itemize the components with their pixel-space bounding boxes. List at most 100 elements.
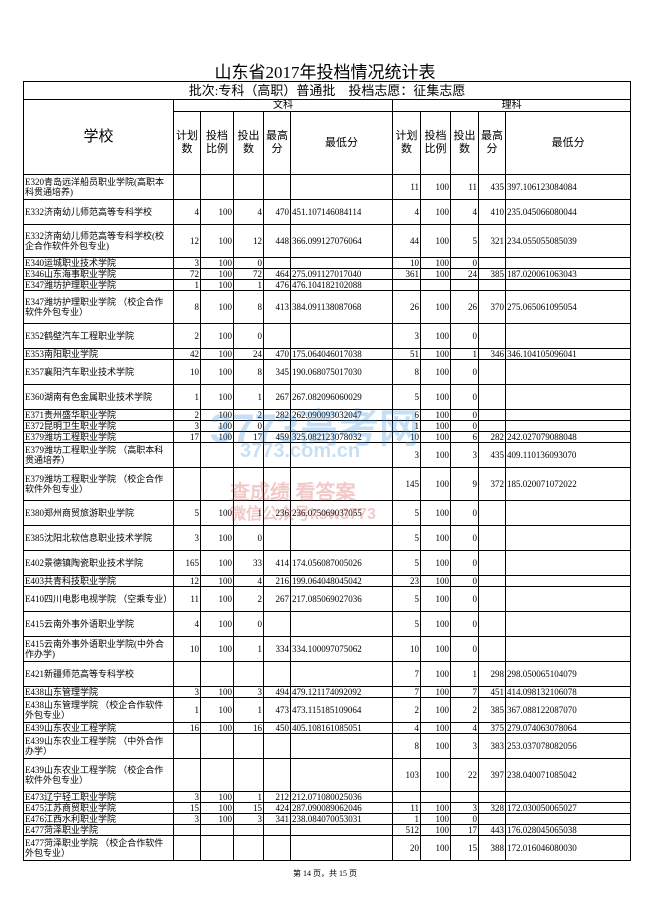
value-cell: 0	[450, 586, 479, 612]
empty-cell	[233, 835, 264, 861]
value-cell: 470	[263, 199, 291, 225]
value-cell: 10	[173, 636, 201, 662]
school-cell: E438山东管理学院	[23, 686, 174, 698]
value-cell: 3	[450, 802, 479, 814]
value-cell: 100	[200, 348, 234, 360]
value-cell: 100	[200, 636, 234, 662]
table-row: E403共青科技职业学院 12 100 4 216 199.064048045042 23 1…	[23, 575, 632, 587]
group-header: 理科	[391, 99, 632, 112]
value-cell: 165	[173, 550, 201, 576]
empty-cell	[173, 758, 201, 792]
value-cell: 298.050065104079	[504, 661, 632, 687]
empty-cell	[263, 174, 291, 200]
value-cell: 464	[263, 268, 291, 280]
value-cell: 100	[200, 686, 234, 698]
value-cell: 103	[392, 758, 421, 792]
value-cell: 4	[173, 199, 201, 225]
empty-cell	[263, 733, 291, 759]
empty-cell	[290, 525, 393, 551]
empty-cell	[290, 174, 393, 200]
value-cell: 100	[420, 550, 451, 576]
school-cell: E353南阳职业学院	[23, 348, 174, 360]
value-cell: 4	[233, 199, 264, 225]
empty-cell	[478, 323, 506, 349]
value-cell: 11	[392, 174, 421, 200]
value-cell: 385	[478, 268, 506, 280]
school-cell: E357襄阳汽车职业技术学院	[23, 359, 174, 385]
value-cell: 3	[173, 257, 201, 269]
value-cell: 275.065061095054	[504, 290, 632, 324]
value-cell: 409.110136093070	[504, 442, 632, 468]
value-cell: 242.027079088048	[504, 431, 632, 443]
table-row: E439山东农业工程学院 （校企合作软件外包专业） 103 100 22 397 238.…	[23, 758, 632, 792]
value-cell: 479.121174092092	[290, 686, 393, 698]
value-cell: 100	[420, 758, 451, 792]
table-row: E415云南外事外语职业学院(中外合作办学) 10 100 1 334 334.10009…	[23, 636, 632, 662]
table-row: E347潍坊护理职业学院 （校企合作软件外包专业） 8 100 8 413 384.091…	[23, 290, 632, 324]
column-header: 投档比例	[420, 111, 451, 175]
value-cell: 72	[233, 268, 264, 280]
school-cell: E332济南幼儿师范高等专科学校	[23, 199, 174, 225]
table-row: E439山东农业工程学院 16 100 16 450 405.108161085051 4 1…	[23, 722, 632, 734]
value-cell: 334.100097075062	[290, 636, 393, 662]
table-row: E438山东管理学院 3 100 3 494 479.121174092092 7 100 7 4…	[23, 686, 632, 698]
value-cell: 443	[478, 824, 506, 836]
value-cell: 5	[392, 611, 421, 637]
value-cell: 410	[478, 199, 506, 225]
table-row: E415云南外事外语职业学院 4 100 0 5 100 0	[23, 611, 632, 637]
empty-cell	[233, 174, 264, 200]
empty-cell	[263, 824, 291, 836]
value-cell: 236	[263, 500, 291, 526]
value-cell: 0	[450, 257, 479, 269]
column-header: 投档比例	[200, 111, 234, 175]
value-cell: 100	[420, 224, 451, 258]
value-cell: 17	[173, 431, 201, 443]
table-row: E352鹤壁汽车工程职业学院 2 100 0 3 100 0	[23, 323, 632, 349]
empty-cell	[173, 733, 201, 759]
value-cell: 267	[263, 586, 291, 612]
empty-cell	[263, 257, 291, 269]
value-cell: 346	[478, 348, 506, 360]
value-cell: 100	[420, 686, 451, 698]
value-cell: 100	[200, 224, 234, 258]
value-cell: 6	[450, 431, 479, 443]
table-row: E385沈阳北软信息职业技术学院 3 100 0 5 100 0	[23, 525, 632, 551]
value-cell: 405.108161085051	[290, 722, 393, 734]
value-cell: 100	[200, 586, 234, 612]
school-cell: E347潍坊护理职业学院	[23, 279, 174, 291]
value-cell: 470	[263, 348, 291, 360]
table-row: E379潍坊工程职业学院 （校企合作软件外包专业） 145 100 9 372 185.0…	[23, 467, 632, 501]
watermark: 微信公众号ksw3773	[230, 506, 376, 523]
empty-cell	[478, 420, 506, 432]
watermark: 3773高考网	[210, 407, 419, 451]
empty-cell	[290, 733, 393, 759]
value-cell: 100	[200, 791, 234, 803]
empty-cell	[504, 359, 632, 385]
empty-cell	[290, 758, 393, 792]
table-row: E360湖南有色金属职业技术学院 1 100 1 267 267.082096060029…	[23, 384, 632, 410]
value-cell: 7	[392, 661, 421, 687]
value-cell: 100	[200, 802, 234, 814]
table-row: E410四川电影电视学院 （空乘专业） 11 100 2 267 217.08506902…	[23, 586, 632, 612]
column-header: 投出数	[233, 111, 264, 175]
value-cell: 512	[392, 824, 421, 836]
empty-cell	[504, 323, 632, 349]
empty-cell	[200, 824, 234, 836]
value-cell: 424	[263, 802, 291, 814]
empty-cell	[478, 359, 506, 385]
school-cell: E438山东管理学院 （校企合作软件外包专业）	[23, 697, 174, 723]
value-cell: 0	[233, 257, 264, 269]
value-cell: 473.115185109064	[290, 697, 393, 723]
school-cell: E371贵州盛华职业学院	[23, 409, 174, 421]
value-cell: 287.090089062046	[290, 802, 393, 814]
value-cell: 8	[392, 359, 421, 385]
school-header: 学校	[23, 99, 174, 175]
empty-cell	[478, 575, 506, 587]
value-cell: 275.091127017040	[290, 268, 393, 280]
empty-cell	[263, 611, 291, 637]
value-cell: 33	[233, 550, 264, 576]
value-cell: 16	[233, 722, 264, 734]
value-cell: 100	[200, 525, 234, 551]
table-row: E347潍坊护理职业学院 1 100 1 476 476.104182102088	[23, 279, 632, 291]
empty-cell	[504, 611, 632, 637]
